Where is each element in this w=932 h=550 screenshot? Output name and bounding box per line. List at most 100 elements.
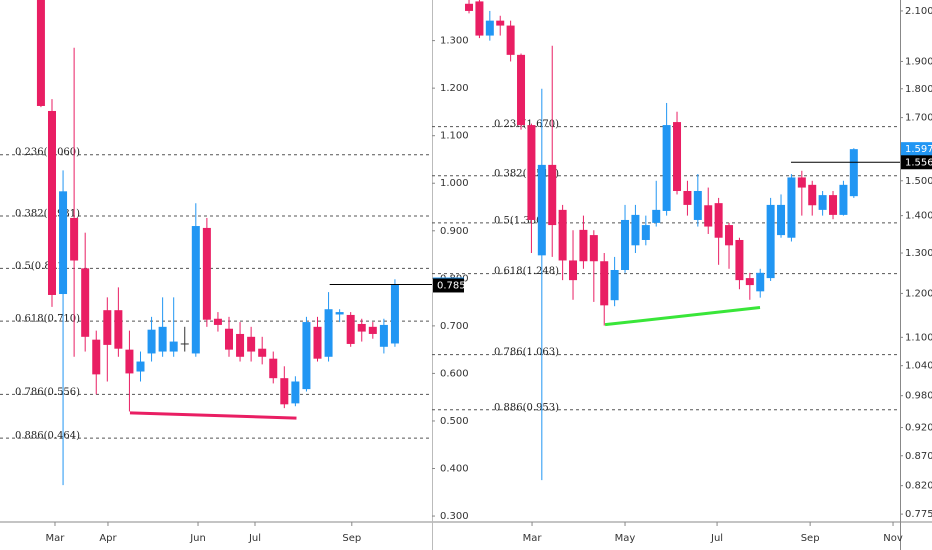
candle-body (92, 339, 101, 375)
candle-body (485, 20, 494, 36)
candle-body (589, 235, 598, 262)
x-tick-label: Sep (342, 533, 361, 544)
y-tick-label: 1.700 (905, 113, 932, 124)
candle-body (236, 333, 245, 357)
price-tag-label: 1.597 (905, 144, 932, 155)
fib-label: 0.786(1.063) (494, 347, 559, 358)
candle-body (704, 205, 713, 227)
candle-body (247, 336, 256, 352)
trendline (604, 306, 761, 327)
x-tick-label: Mar (46, 533, 66, 544)
candle-body (114, 310, 123, 349)
fib-label: 0.886(0.464) (15, 431, 80, 442)
y-tick-label: 1.400 (905, 211, 932, 222)
x-tick-label: Sep (801, 533, 820, 544)
y-tick-label: 0.920 (905, 423, 932, 434)
fib-label: 0.236(1.060) (15, 147, 80, 158)
x-tick-label: Nov (883, 533, 903, 544)
candle-body (673, 122, 682, 191)
y-tick-label: 1.100 (905, 332, 932, 343)
candle-body (631, 214, 640, 246)
candle-body (579, 229, 588, 262)
fib-label: 0.786(0.556) (15, 387, 80, 398)
candle-body (47, 110, 56, 295)
y-tick-label: 1.040 (905, 361, 932, 372)
y-tick-label: 0.600 (440, 368, 469, 379)
candle-body (652, 209, 661, 223)
y-tick-label: 0.900 (440, 226, 469, 237)
candle-body (180, 343, 189, 345)
candle-body (735, 239, 744, 281)
y-tick-label: 1.500 (905, 176, 932, 187)
candle-body (136, 361, 145, 372)
candle-body (291, 381, 300, 404)
x-tick-label: Jul (710, 533, 723, 544)
fib-label: 0.618(1.248) (494, 266, 559, 277)
candle-body (191, 226, 200, 354)
candle-body (766, 204, 775, 279)
candle-body (777, 204, 786, 236)
y-tick-label: 1.300 (440, 36, 469, 47)
candle-body (569, 260, 578, 281)
candle-body (600, 261, 609, 306)
price-tag (901, 142, 932, 157)
candle-body (125, 349, 134, 374)
candle-body (335, 312, 344, 315)
price-tag (433, 278, 464, 293)
candle-body (537, 164, 546, 256)
fib-label: 0.5(0.821) (15, 261, 67, 272)
candle-body (849, 149, 858, 197)
y-tick-label: 0.400 (440, 464, 469, 475)
y-tick-label: 0.820 (905, 481, 932, 492)
candle-body (390, 284, 399, 344)
candle-body (379, 324, 388, 347)
x-tick-label: Apr (99, 533, 117, 544)
y-tick-label: 1.200 (440, 83, 469, 94)
candle-body (36, 0, 45, 106)
fib-label: 0.382(0.931) (15, 209, 80, 220)
candle-body (346, 314, 355, 344)
y-tick-label: 1.800 (905, 84, 932, 95)
candle-body (169, 341, 178, 352)
y-tick-label: 0.980 (905, 391, 932, 402)
y-tick-label: 1.000 (440, 178, 469, 189)
price-tag-label: 1.556 (905, 157, 932, 168)
x-tick-label: May (615, 533, 636, 544)
fib-label: 0.5(1.380) (494, 215, 546, 226)
y-tick-label: 1.200 (905, 288, 932, 299)
fib-label: 0.886(0.953) (494, 402, 559, 413)
candle-body (641, 225, 650, 240)
candle-body (269, 358, 278, 379)
candle-body (202, 227, 211, 320)
y-tick-label: 0.300 (440, 511, 469, 522)
candle-body (610, 269, 619, 301)
x-tick-label: Jun (189, 533, 206, 544)
candle-body (103, 310, 112, 345)
y-tick-label: 2.100 (905, 6, 932, 17)
candle-body (839, 184, 848, 215)
y-tick-label: 1.300 (905, 248, 932, 259)
candle-body (70, 217, 79, 261)
candle-body (714, 203, 723, 238)
fib-label: 0.618(0.710) (15, 314, 80, 325)
candle-body (558, 209, 567, 261)
y-tick-label: 0.870 (905, 451, 932, 462)
y-tick-label: 1.100 (440, 131, 469, 142)
candle-body (258, 348, 267, 357)
candle-body (829, 195, 838, 215)
candle-body (302, 322, 311, 390)
candle-body (158, 326, 167, 352)
y-tick-label: 1.900 (905, 56, 932, 67)
candle-body (313, 326, 322, 359)
x-tick-label: Jul (248, 533, 261, 544)
candle-body (548, 164, 557, 226)
candle-body (756, 272, 765, 292)
trendline (129, 411, 297, 420)
candle-body (725, 225, 734, 246)
y-tick-label: 0.700 (440, 321, 469, 332)
candle-body (787, 177, 796, 238)
candle-body (357, 323, 366, 332)
candle-body (496, 20, 505, 26)
candle-body (797, 177, 806, 188)
